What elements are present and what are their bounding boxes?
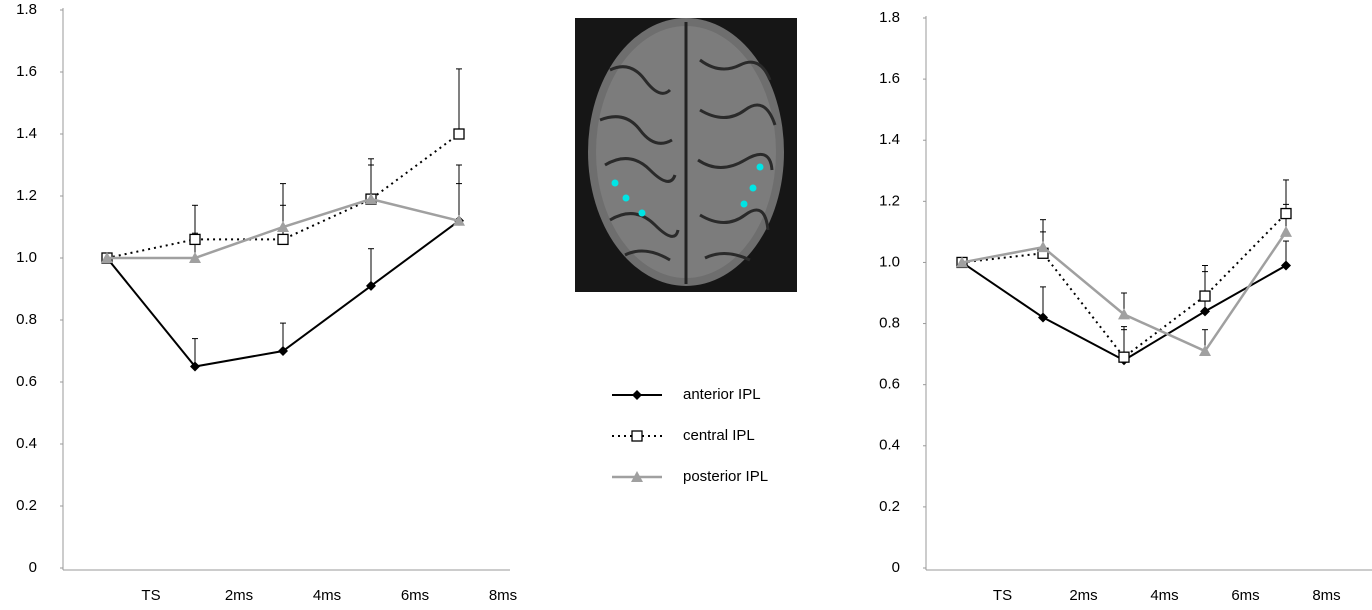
x-tick-label: 4ms — [1150, 587, 1178, 604]
legend: anterior IPL central IPL posterior IPL — [612, 386, 768, 485]
y-tick-label: 0.8 — [879, 315, 900, 332]
y-tick-label: 1.0 — [879, 253, 900, 270]
error-bar — [456, 165, 462, 221]
x-tick-label: 8ms — [1312, 587, 1340, 604]
figure: 0 0.2 0.4 0.6 0.8 1.0 1.2 1.4 1.6 1.8 TS 2ms 4ms 6ms 8… — [0, 0, 1372, 610]
y-tick-label: 1.2 — [16, 187, 37, 204]
x-tick-label: 6ms — [1231, 587, 1259, 604]
marker — [190, 234, 200, 244]
x-tick-label: 8ms — [489, 587, 517, 604]
brain-image — [575, 18, 797, 292]
y-tick-label: 1.8 — [879, 9, 900, 26]
y-tick-label: 0.6 — [879, 376, 900, 393]
marker — [278, 234, 288, 244]
error-bar — [456, 69, 462, 134]
marker — [1280, 226, 1292, 237]
marker — [1200, 306, 1210, 316]
marker — [1281, 261, 1291, 271]
y-tick-label: 1.2 — [879, 192, 900, 209]
x-tick-label: 2ms — [225, 587, 253, 604]
error-bar — [368, 249, 374, 286]
y-tick-label: 0.2 — [879, 498, 900, 515]
marker — [454, 129, 464, 139]
y-tick-label: 1.6 — [16, 63, 37, 80]
y-tick-label: 0 — [892, 559, 900, 576]
marker — [1281, 209, 1291, 219]
marker — [1037, 241, 1049, 252]
chart: 0 0.2 0.4 0.6 0.8 1.0 1.2 1.4 1.6 1.8 TS 2ms 4ms 6ms 8… — [16, 1, 517, 604]
legend-label: anterior IPL — [683, 386, 761, 403]
y-tick-label: 1.6 — [879, 70, 900, 87]
x-tick-label: 6ms — [401, 587, 429, 604]
y-tick-label: 1.0 — [16, 249, 37, 266]
y-tick-label: 1.8 — [16, 1, 37, 18]
y-tick-label: 0.4 — [16, 435, 37, 452]
x-tick-label: TS — [993, 587, 1012, 604]
marker — [1200, 291, 1210, 301]
x-tick-label: 2ms — [1069, 587, 1097, 604]
legend-marker — [632, 390, 642, 400]
y-tick-label: 1.4 — [879, 131, 900, 148]
y-tick-label: 0.4 — [879, 437, 900, 454]
y-tick-label: 0 — [29, 559, 37, 576]
legend-marker — [632, 431, 642, 441]
y-tick-label: 0.2 — [16, 497, 37, 514]
x-tick-label: TS — [141, 587, 160, 604]
chart: 0 0.2 0.4 0.6 0.8 1.0 1.2 1.4 1.6 1.8 TS 2ms 4ms 6ms 8… — [879, 9, 1372, 604]
y-tick-label: 1.4 — [16, 125, 37, 142]
legend-label: posterior IPL — [683, 468, 768, 485]
marker — [1119, 352, 1129, 362]
y-tick-label: 0.8 — [16, 311, 37, 328]
legend-label: central IPL — [683, 427, 755, 444]
y-tick-label: 0.6 — [16, 373, 37, 390]
x-tick-label: 4ms — [313, 587, 341, 604]
